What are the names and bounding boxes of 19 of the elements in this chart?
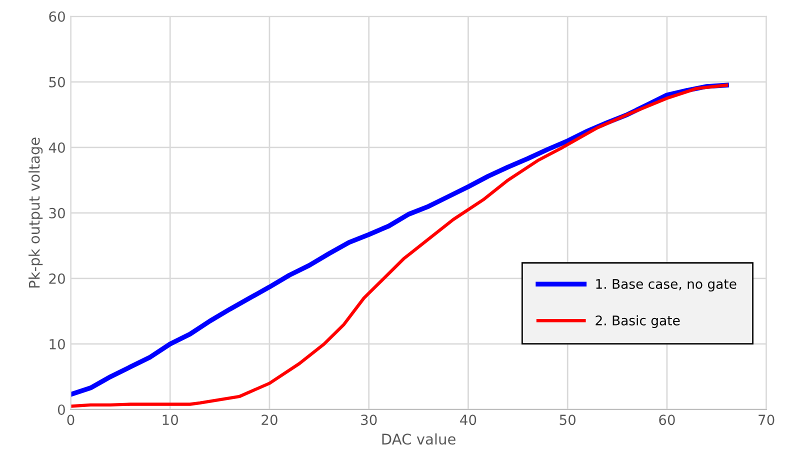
- y-tick-label: 20: [49, 273, 65, 284]
- y-tick-label: 30: [49, 208, 65, 218]
- x-tick-label: 60: [659, 414, 675, 426]
- y-axis-title: Pk-pk output voltage: [28, 138, 43, 288]
- x-tick-label: 20: [262, 414, 278, 426]
- legend-label: 1. Base case, no gate: [596, 279, 736, 292]
- y-tick-label: 0: [58, 404, 65, 415]
- x-tick-label: 40: [460, 414, 476, 426]
- y-tick-label: 50: [49, 76, 65, 88]
- x-tick-label: 0: [67, 414, 74, 426]
- y-tick-label: 40: [48, 142, 65, 153]
- legend-label: 2. Basic gate: [596, 315, 680, 328]
- x-tick-label: 10: [162, 414, 178, 426]
- y-tick-label: 60: [49, 11, 65, 22]
- x-tick-label: 50: [560, 414, 576, 426]
- y-tick-label: 10: [50, 338, 65, 350]
- x-tick-label: 30: [361, 414, 377, 426]
- x-axis-title: DAC value: [382, 433, 456, 445]
- x-tick-label: 70: [758, 414, 774, 426]
